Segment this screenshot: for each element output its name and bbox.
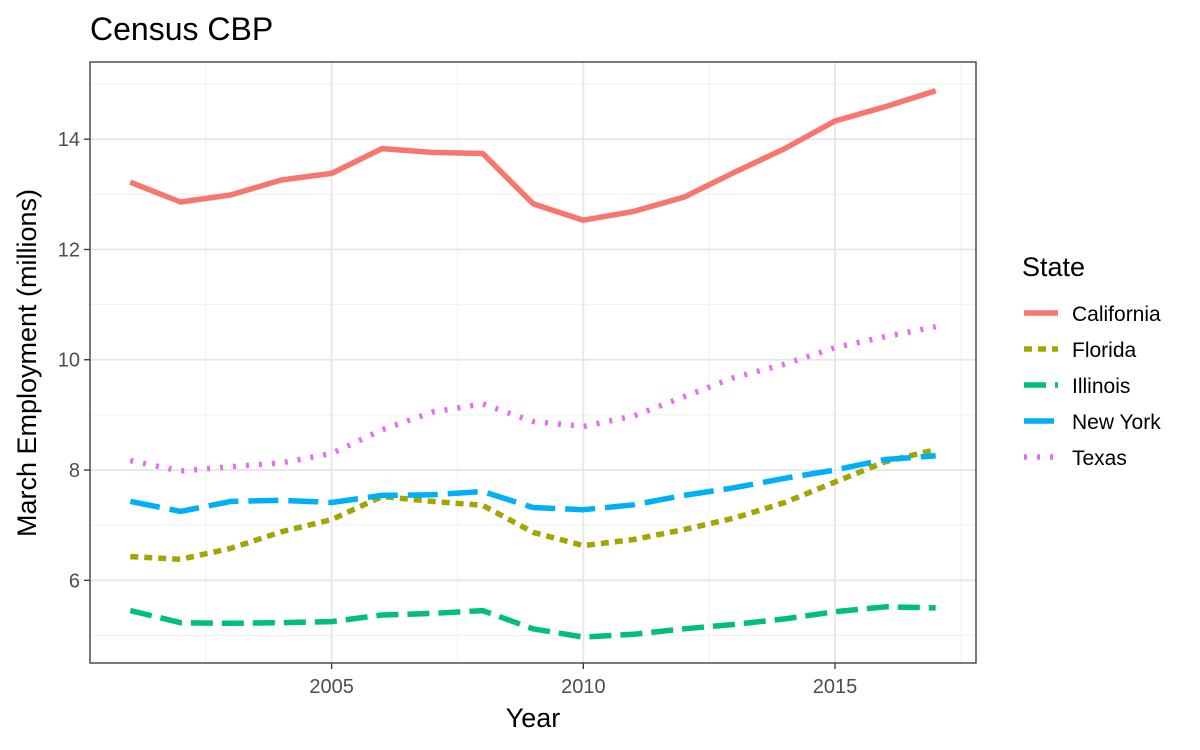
y-tick-label: 10 <box>58 350 80 372</box>
legend-label-florida: Florida <box>1072 339 1137 362</box>
plot-panel-border <box>89 61 977 664</box>
series-line-texas <box>129 324 937 474</box>
x-tick-label: 2015 <box>813 676 858 698</box>
x-axis-title: Year <box>506 703 561 733</box>
y-axis: 6 8 10 12 14 <box>58 129 90 592</box>
y-axis-title: March Employment (millions) <box>12 189 42 537</box>
major-gridlines <box>90 62 976 663</box>
y-tick-label: 6 <box>69 570 80 592</box>
legend-label-new-york: New York <box>1072 411 1161 434</box>
series-line-illinois <box>129 604 936 640</box>
y-tick-label: 14 <box>58 129 80 151</box>
chart-title: Census CBP <box>90 11 273 47</box>
x-tick-label: 2010 <box>561 676 606 698</box>
series-lines <box>129 88 937 640</box>
series-line-florida <box>130 446 937 563</box>
legend: State California Florida Illinois New York T… <box>1022 252 1161 470</box>
y-tick-label: 8 <box>69 460 80 482</box>
legend-label-california: California <box>1072 303 1161 326</box>
legend-title: State <box>1022 252 1085 282</box>
x-tick-label: 2005 <box>309 676 354 698</box>
y-tick-label: 12 <box>58 239 80 261</box>
legend-label-illinois: Illinois <box>1072 375 1130 398</box>
legend-items: California Florida Illinois New York Texas <box>1024 303 1161 470</box>
x-axis: 2005 2010 2015 <box>309 663 857 698</box>
legend-label-texas: Texas <box>1072 447 1127 470</box>
series-line-california <box>129 88 937 223</box>
series-line-new-york <box>129 452 936 515</box>
